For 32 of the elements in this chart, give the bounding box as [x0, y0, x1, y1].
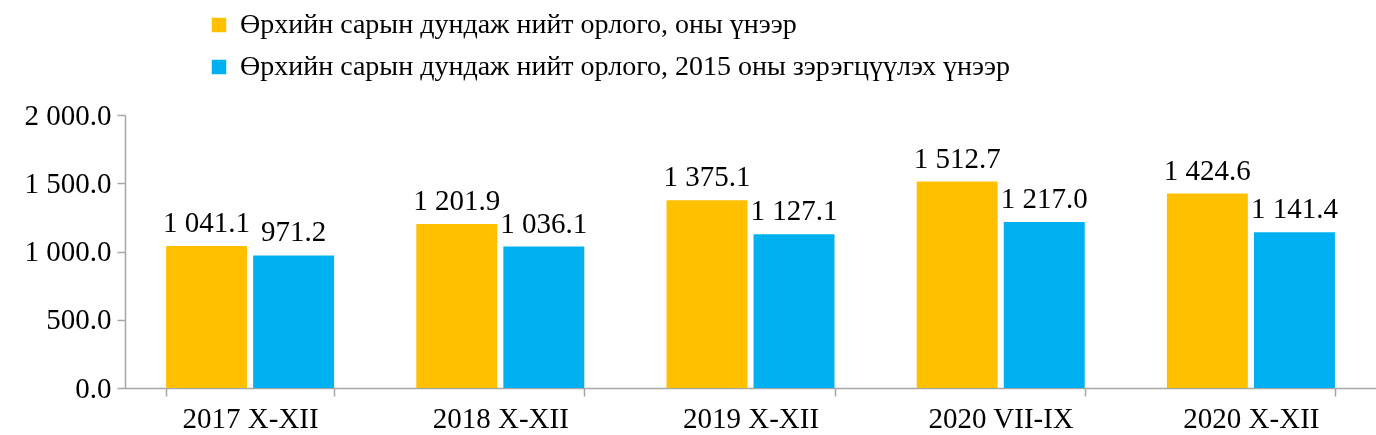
data-label: 1 036.1: [500, 206, 588, 239]
y-tick-label: 1 000.0: [24, 235, 112, 267]
x-tick-label: 2019 X-XII: [682, 401, 820, 434]
y-tick-label: 2 000.0: [24, 98, 112, 131]
x-tick-label: 2017 X-XII: [182, 401, 319, 434]
legend-label: Өрхийн сарын дундаж нийт орлого, оны үнээр: [240, 8, 797, 39]
data-label: 1 041.1: [163, 205, 251, 238]
bar: [916, 181, 998, 388]
y-tick-label: 500.0: [46, 303, 112, 336]
bar: [503, 246, 585, 388]
x-tick-label: 2018 X-XII: [432, 401, 569, 434]
data-label: 1 512.7: [913, 141, 1001, 174]
bar: [253, 255, 335, 388]
data-label: 971.2: [261, 215, 327, 248]
bar: [666, 200, 748, 388]
data-label: 1 217.0: [1000, 181, 1088, 214]
bar: [753, 234, 835, 388]
data-label: 1 127.1: [750, 194, 838, 227]
data-label: 1 424.6: [1163, 153, 1251, 186]
data-label: 1 375.1: [663, 160, 751, 193]
bar: [166, 245, 248, 388]
bar: [416, 223, 498, 388]
y-tick-label: 1 500.0: [24, 166, 112, 199]
y-tick-label: 0.0: [75, 371, 112, 404]
x-tick-label: 2020 VII-IX: [928, 401, 1074, 434]
bar: [1253, 232, 1335, 388]
legend-label: Өрхийн сарын дундаж нийт орлого, 2015 оны зэрэгцүүлэх үнээр: [240, 50, 1010, 81]
bar: [1166, 193, 1248, 388]
data-label: 1 141.4: [1250, 192, 1339, 225]
data-label: 1 201.9: [413, 183, 501, 216]
x-tick-label: 2020 X-XII: [1183, 401, 1320, 434]
bar: [1003, 221, 1085, 388]
